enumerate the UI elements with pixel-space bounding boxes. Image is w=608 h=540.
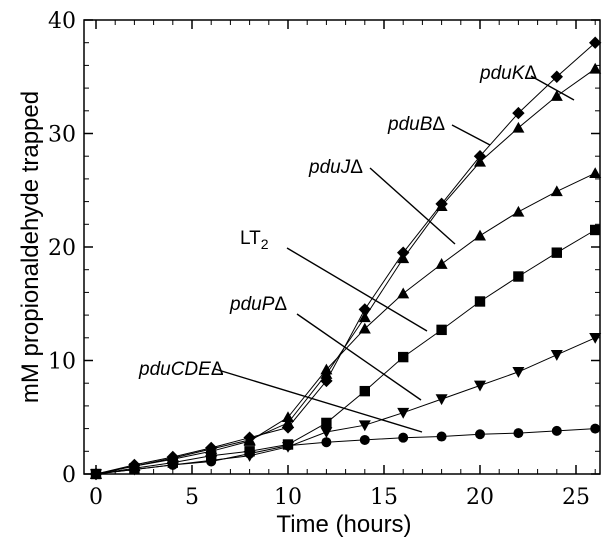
leader-line [286, 247, 428, 332]
series-label: pduBΔ [387, 114, 445, 135]
data-point-series-1 [589, 62, 602, 74]
data-point-series-5 [283, 440, 293, 451]
data-point-series-3 [321, 417, 332, 429]
x-tick-label: 5 [185, 485, 199, 510]
x-axis-title: Time (hours) [276, 511, 411, 538]
series-label-text: LT [240, 228, 261, 249]
series-label-text: pduK [479, 63, 526, 84]
y-axis-title: mM propionaldehyde trapped [17, 91, 44, 403]
data-point-series-5 [321, 437, 332, 448]
series-label: pduKΔ [479, 63, 537, 84]
data-point-series-1 [512, 121, 525, 133]
data-point-series-4 [512, 367, 525, 378]
y-tick-label: 10 [48, 350, 76, 375]
data-point-series-2 [512, 205, 525, 217]
x-tick-label: 20 [466, 485, 494, 510]
data-point-series-3 [474, 296, 486, 307]
plot-frame [83, 19, 601, 475]
series-label-subscript: 2 [261, 236, 269, 252]
data-point-series-1 [358, 311, 371, 323]
data-point-series-4 [397, 407, 410, 419]
series-lines [95, 42, 596, 475]
data-point-series-3 [590, 224, 601, 236]
data-point-series-4 [358, 420, 371, 432]
data-point-series-2 [243, 435, 256, 446]
x-tick-label: 0 [89, 485, 103, 510]
data-point-series-5 [551, 425, 562, 436]
series-label-text: pduCDE [138, 359, 211, 380]
data-point-series-4 [320, 427, 333, 439]
data-point-series-5 [91, 469, 101, 479]
series-label: LT2 [240, 228, 269, 252]
data-point-series-2 [589, 167, 602, 179]
series-label-delta: Δ [524, 63, 537, 84]
x-tick-label: 25 [562, 485, 590, 510]
data-point-series-0 [550, 70, 563, 83]
leader-line [369, 167, 456, 245]
series-line-2 [95, 172, 596, 475]
data-point-series-5 [244, 448, 255, 459]
data-point-series-3 [513, 271, 524, 282]
axes: 0 5 10 15 20 25 0 10 20 30 40 [48, 9, 601, 510]
series-label: pduJΔ [308, 157, 363, 178]
series-markers [89, 36, 602, 481]
data-point-series-1 [435, 200, 448, 211]
series-label-delta: Δ [432, 114, 445, 135]
series-label-delta: Δ [211, 359, 224, 380]
data-point-series-0 [512, 106, 525, 120]
data-point-series-4 [550, 350, 563, 361]
data-point-series-2 [320, 363, 333, 375]
data-point-series-5 [590, 423, 601, 434]
data-point-series-2 [435, 258, 448, 269]
data-point-series-5 [436, 431, 447, 442]
data-point-series-3 [398, 351, 409, 363]
data-point-series-5 [359, 434, 370, 445]
series-label-delta: Δ [274, 294, 287, 315]
series-label: pduCDEΔ [138, 359, 224, 380]
data-point-series-0 [358, 303, 371, 316]
data-point-series-5 [513, 428, 524, 439]
series-label: pduPΔ [229, 294, 287, 315]
data-point-series-2 [282, 411, 294, 423]
data-point-series-0 [589, 36, 602, 49]
x-tick-label: 15 [370, 485, 398, 510]
data-point-series-4 [589, 333, 602, 344]
data-point-series-5 [475, 429, 485, 440]
y-tick-label: 0 [62, 463, 76, 488]
data-point-series-3 [551, 247, 562, 258]
data-point-series-3 [436, 324, 447, 336]
leader-line [530, 75, 575, 101]
data-point-series-1 [550, 90, 563, 101]
data-point-series-4 [435, 394, 448, 406]
series-line-3 [95, 229, 596, 475]
data-point-series-3 [359, 385, 370, 397]
x-tick-label: 10 [274, 485, 302, 510]
y-tick-label: 20 [48, 236, 76, 261]
data-point-series-2 [358, 322, 371, 334]
data-point-series-5 [398, 432, 409, 443]
series-line-1 [95, 68, 596, 475]
leader-line [214, 368, 423, 433]
data-point-series-1 [282, 416, 294, 428]
leader-line [296, 313, 422, 401]
data-point-series-5 [167, 459, 178, 470]
y-tick-label: 40 [48, 9, 76, 34]
data-point-series-4 [474, 380, 486, 392]
data-point-series-1 [474, 155, 486, 167]
series-label-text: pduJ [308, 157, 351, 178]
series-label-text: pduP [229, 294, 275, 315]
series-line-5 [95, 428, 596, 475]
data-point-series-2 [474, 229, 486, 241]
data-point-series-5 [206, 456, 217, 467]
data-point-series-5 [129, 464, 140, 475]
data-point-series-2 [397, 287, 410, 299]
series-label-delta: Δ [350, 157, 363, 178]
data-point-series-1 [397, 252, 410, 264]
leader-line [451, 124, 491, 146]
y-tick-label: 30 [48, 123, 76, 148]
data-point-series-2 [550, 185, 563, 197]
series-label-text: pduB [387, 114, 433, 135]
